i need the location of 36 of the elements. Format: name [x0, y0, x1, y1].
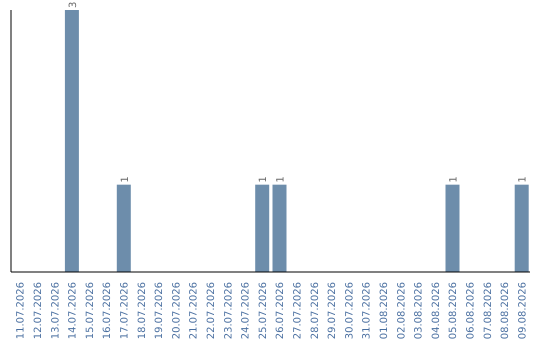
x-tick-label: 17.07.2026	[119, 282, 130, 340]
data-label: 3	[68, 2, 79, 8]
x-tick-label: 20.07.2026	[171, 282, 182, 340]
x-tick-label: 06.08.2026	[465, 282, 476, 340]
x-tick-label: 27.07.2026	[292, 282, 304, 340]
x-tick-label: 26.07.2026	[275, 282, 286, 340]
x-tick-label: 16.07.2026	[102, 282, 114, 340]
x-tick-label: 19.07.2026	[154, 282, 166, 340]
x-tick-label: 18.07.2026	[136, 282, 148, 340]
x-tick-label: 07.08.2026	[482, 282, 494, 340]
x-tick-label: 22.07.2026	[206, 282, 217, 340]
x-tick-label: 23.07.2026	[223, 282, 234, 340]
x-tick-label: 21.07.2026	[188, 282, 200, 340]
x-tick-label: 09.08.2026	[517, 282, 528, 340]
x-tick-label: 12.07.2026	[32, 282, 44, 340]
x-tick-label: 25.07.2026	[258, 282, 269, 340]
x-tick-label: 24.07.2026	[240, 282, 252, 340]
data-label: 1	[276, 176, 286, 183]
x-tick-label: 11.07.2026	[16, 282, 27, 340]
x-tick-label: 03.08.2026	[414, 282, 425, 340]
x-tick-label: 04.08.2026	[430, 282, 442, 340]
x-tick-label: 13.07.2026	[50, 282, 62, 340]
x-tick-label: 08.08.2026	[500, 282, 512, 340]
data-label: 1	[448, 176, 460, 183]
x-tick-label: 28.07.2026	[310, 282, 321, 340]
data-label: 1	[120, 176, 131, 183]
x-tick-label: 14.07.2026	[68, 282, 79, 340]
x-tick-label: 30.07.2026	[344, 282, 356, 340]
data-label: 1	[518, 176, 529, 183]
x-tick-label: 02.08.2026	[396, 282, 408, 340]
x-tick-label: 15.07.2026	[84, 282, 96, 340]
data-label: 1	[258, 176, 270, 183]
x-tick-label: 01.08.2026	[378, 282, 390, 340]
x-tick-label: 31.07.2026	[362, 282, 373, 340]
x-tick-label: 05.08.2026	[448, 282, 460, 340]
x-tick-label: 29.07.2026	[327, 282, 338, 340]
